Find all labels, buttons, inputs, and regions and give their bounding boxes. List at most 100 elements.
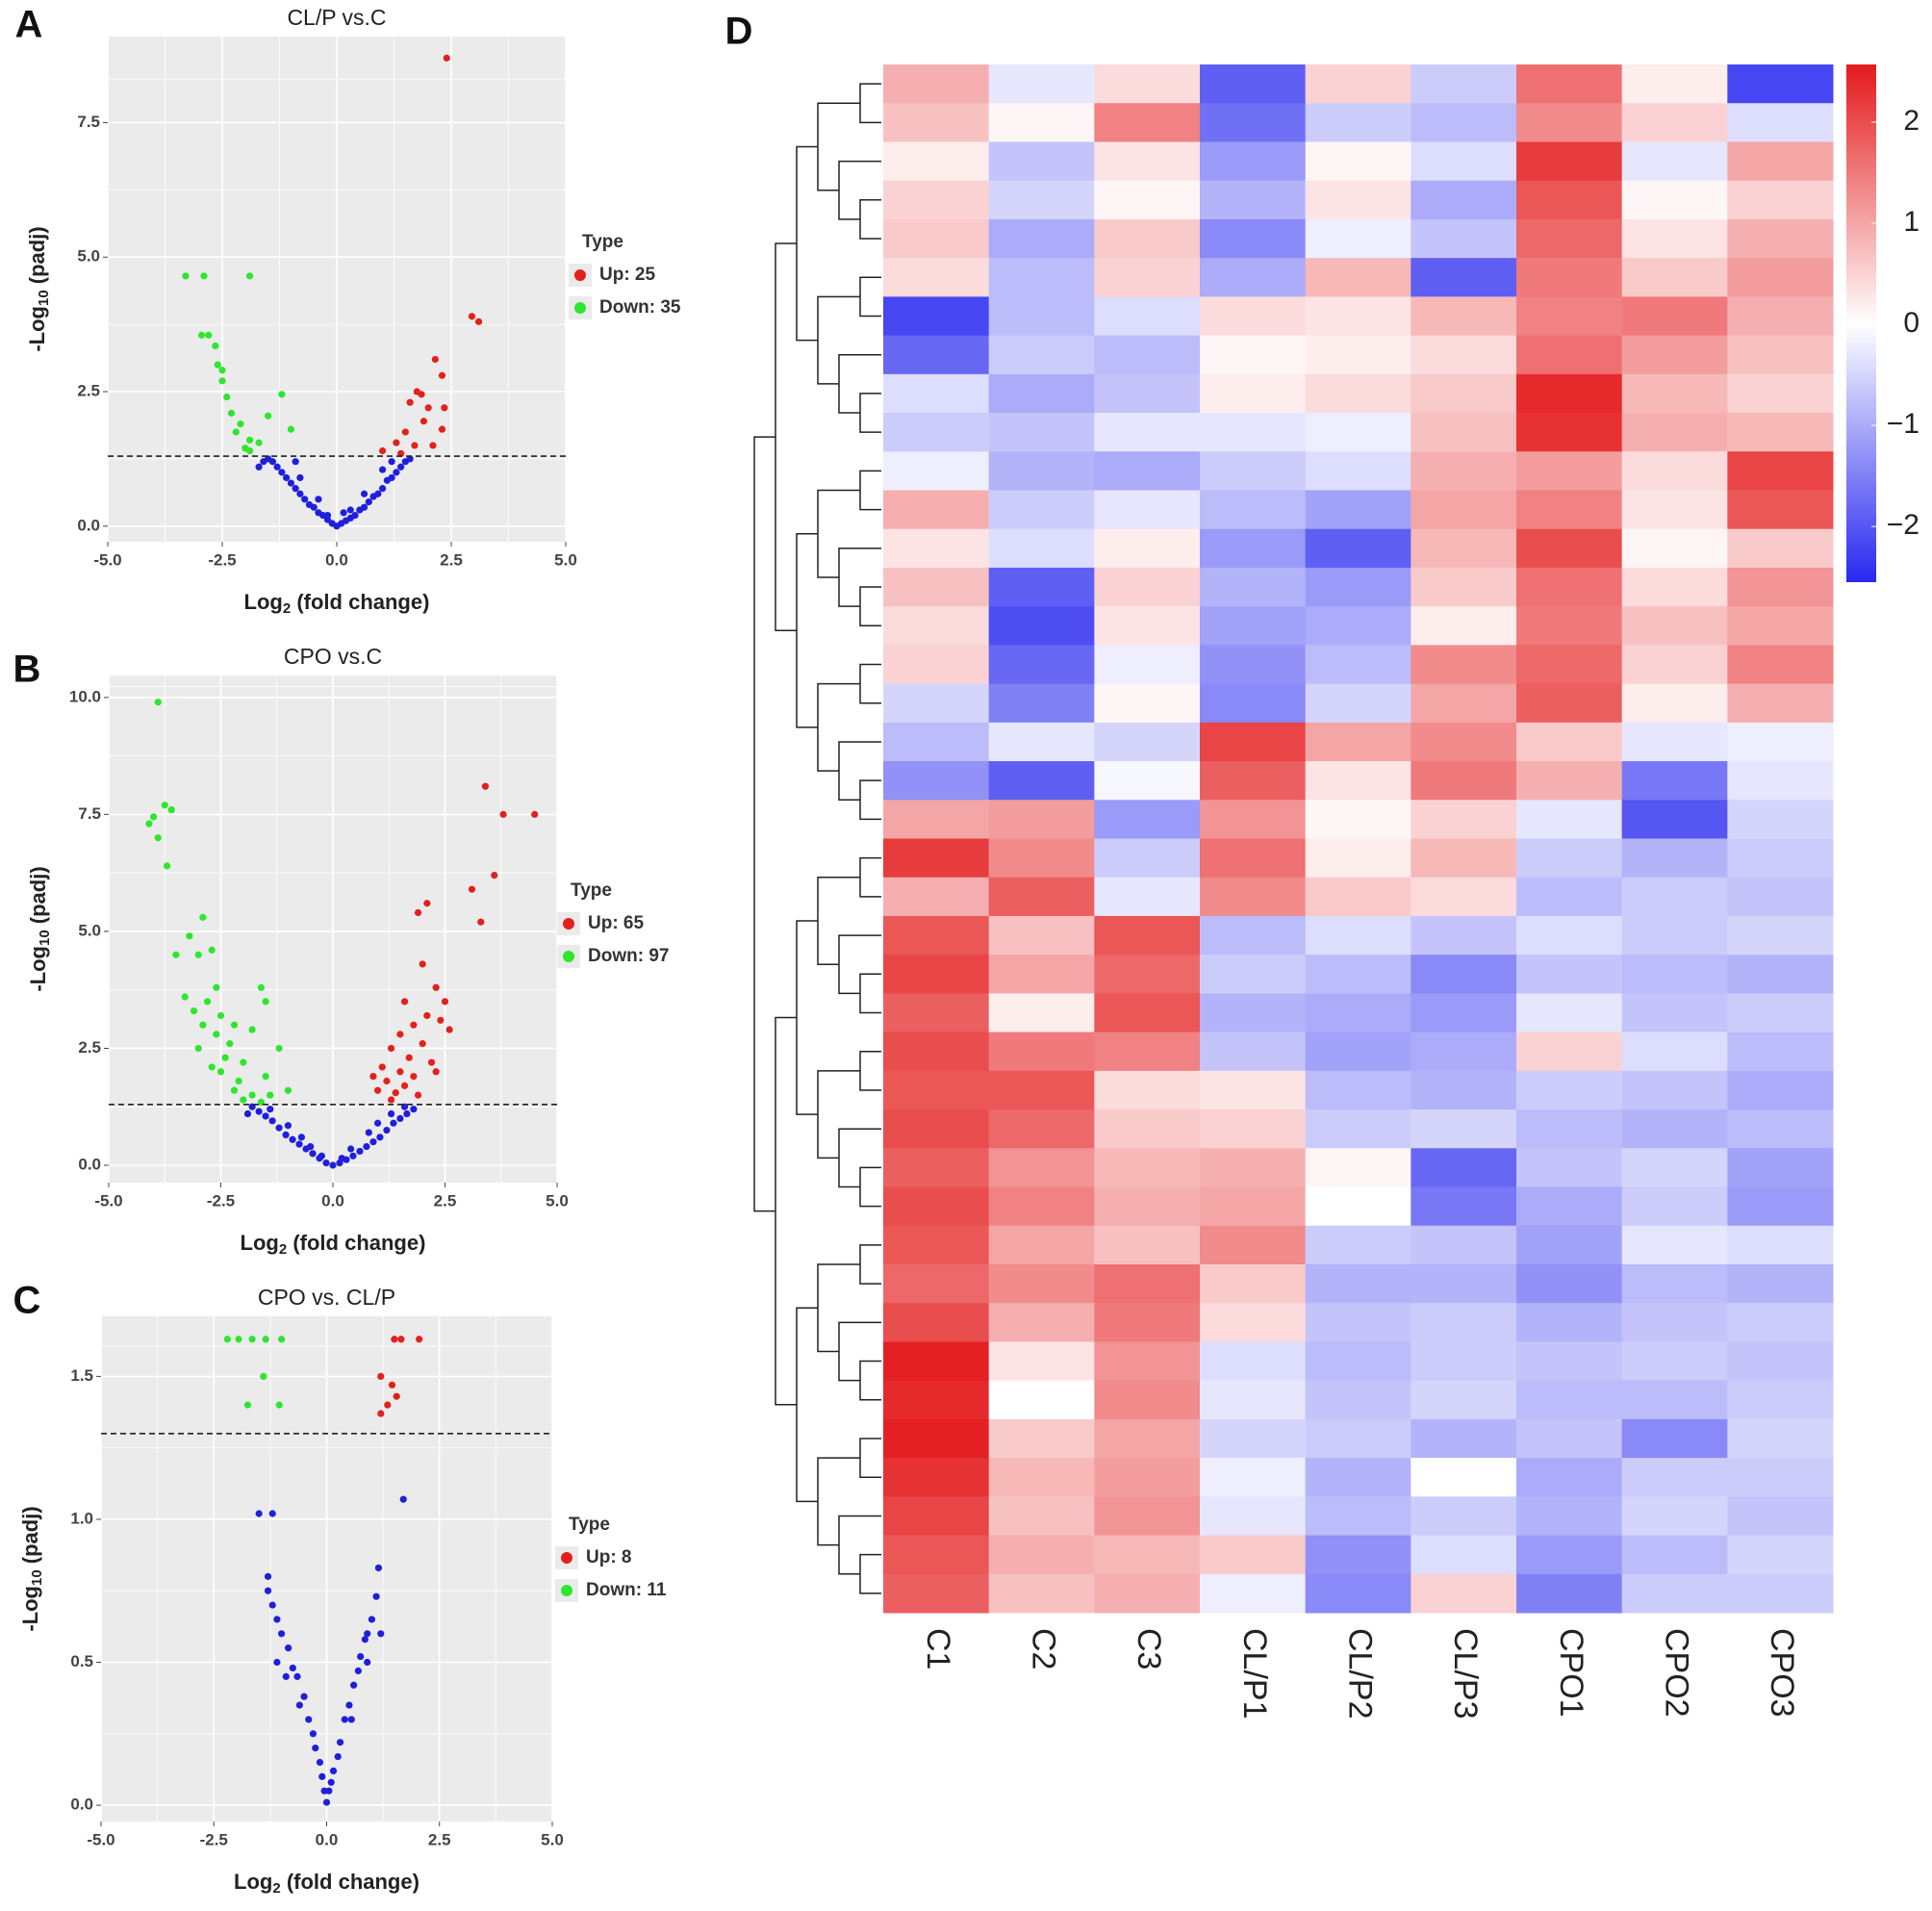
heatmap-cell <box>883 218 990 259</box>
x-axis-label-rest: (fold change) <box>291 590 429 614</box>
x-axis-label-rest: (fold change) <box>287 1231 425 1255</box>
heatmap-cell <box>988 180 1095 220</box>
point <box>289 1135 296 1143</box>
x-axis-label-sub: 2 <box>283 600 291 617</box>
x-axis-label-main: Log <box>244 590 283 614</box>
heatmap-cell <box>1621 258 1728 297</box>
y-tick-label: 0.0 <box>77 516 100 534</box>
point <box>235 1077 242 1085</box>
heatmap-cell <box>883 1380 990 1420</box>
heatmap-cell <box>883 1070 990 1110</box>
point <box>363 1142 370 1151</box>
panel-label: C <box>13 1280 41 1322</box>
heatmap-cell <box>1727 606 1834 646</box>
heatmap-cell <box>1411 722 1517 762</box>
dendrogram-branch <box>859 1050 881 1091</box>
heatmap-cell <box>1200 1186 1307 1227</box>
heatmap-cell <box>1411 1535 1517 1575</box>
heatmap-cell <box>1621 1341 1728 1382</box>
point <box>262 998 269 1006</box>
point <box>255 439 263 446</box>
heatmap-cell <box>1621 1070 1728 1110</box>
point <box>414 1091 422 1099</box>
heatmap-cell <box>1094 1303 1201 1342</box>
panel-label: B <box>13 649 41 691</box>
point <box>438 371 446 379</box>
dendrogram-branch <box>859 1438 881 1478</box>
point <box>273 1658 281 1667</box>
heatmap-cell <box>1200 1032 1307 1072</box>
heatmap-cell <box>1621 1303 1728 1342</box>
heatmap-cell <box>1411 606 1517 646</box>
point <box>387 1044 395 1053</box>
heatmap-cell <box>883 296 990 337</box>
heatmap-cell <box>988 838 1095 879</box>
dendrogram-branch <box>796 532 818 728</box>
y-tick-label: 0.0 <box>70 1796 93 1814</box>
point <box>315 509 322 517</box>
point <box>360 503 369 511</box>
heatmap-cell <box>1200 1263 1307 1304</box>
heatmap-cell <box>1094 722 1201 762</box>
heatmap-cell <box>1305 528 1411 569</box>
point <box>369 1073 377 1081</box>
heatmap-cell <box>1621 1109 1728 1149</box>
point <box>172 951 180 958</box>
point <box>336 1739 344 1746</box>
point <box>396 1031 404 1038</box>
point <box>419 1040 426 1048</box>
heatmap-cell <box>1305 141 1411 182</box>
point <box>391 1336 398 1343</box>
point <box>388 458 395 466</box>
point <box>341 1716 348 1723</box>
x-axis-label-main: Log <box>241 1231 279 1255</box>
point <box>208 946 216 954</box>
heatmap-cell <box>1200 800 1307 839</box>
point <box>406 398 414 406</box>
point <box>278 469 286 476</box>
x-tick-label: 0.0 <box>316 1830 339 1848</box>
heatmap-cell <box>1621 1535 1728 1575</box>
point <box>443 54 450 62</box>
point <box>390 1119 397 1127</box>
heatmap-cell <box>1516 606 1623 646</box>
heatmap-cell <box>1516 1418 1623 1459</box>
heatmap-cell <box>1200 1535 1307 1575</box>
heatmap-cell <box>1727 1496 1834 1537</box>
heatmap-cell <box>988 1186 1095 1227</box>
heatmap-cell <box>1516 335 1623 375</box>
point <box>203 998 212 1006</box>
point <box>445 1026 453 1033</box>
heatmap-cell <box>1727 103 1834 142</box>
point <box>227 409 236 417</box>
point <box>423 1011 431 1020</box>
point <box>419 960 426 968</box>
heatmap-cell <box>1621 722 1728 762</box>
heatmap-cell <box>1621 838 1728 879</box>
point <box>230 1021 239 1029</box>
heatmap-cell <box>1200 1380 1307 1420</box>
point <box>351 512 359 520</box>
heatmap-cell <box>1516 1496 1623 1537</box>
heatmap-cell <box>1305 838 1411 879</box>
heatmap-cell <box>883 1109 990 1149</box>
point <box>499 810 507 818</box>
point <box>377 1372 385 1380</box>
point <box>284 1086 292 1094</box>
heatmap-cell <box>1200 1303 1307 1342</box>
y-tick-label: 0.5 <box>70 1652 93 1670</box>
point <box>387 1096 395 1104</box>
point <box>267 1106 274 1113</box>
point <box>392 1089 399 1097</box>
heatmap-cell <box>1621 645 1728 685</box>
legend-label: Down: 35 <box>599 297 681 318</box>
heatmap-cell <box>1516 1148 1623 1188</box>
point <box>218 377 226 385</box>
heatmap-cell <box>1727 180 1834 220</box>
heatmap-cell <box>1727 451 1834 491</box>
dendrogram-branch <box>859 393 881 433</box>
point <box>275 1044 283 1053</box>
heatmap-cell <box>1094 1148 1201 1188</box>
point <box>167 805 175 814</box>
heatmap-cell <box>1516 1380 1623 1420</box>
